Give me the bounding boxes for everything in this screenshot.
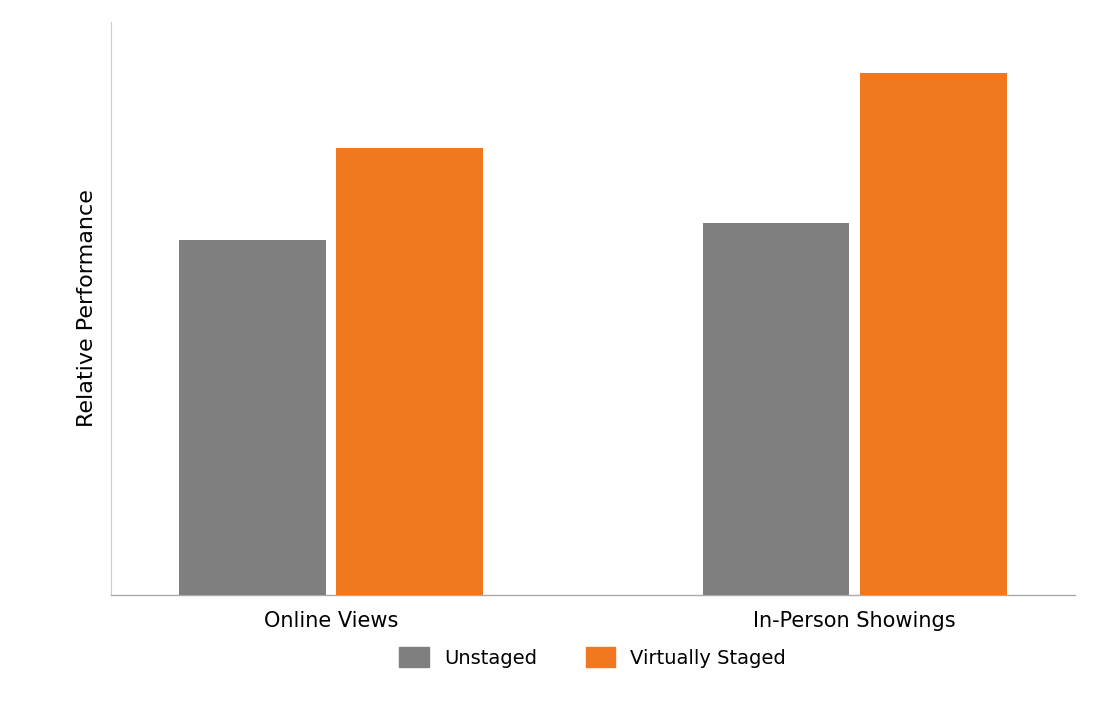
Y-axis label: Relative Performance: Relative Performance — [76, 189, 96, 428]
Bar — [702, 222, 850, 595]
Legend: Unstaged, Virtually Staged: Unstaged, Virtually Staged — [390, 637, 796, 677]
Bar — [336, 148, 483, 595]
Bar — [178, 240, 326, 595]
Bar — [860, 73, 1007, 595]
